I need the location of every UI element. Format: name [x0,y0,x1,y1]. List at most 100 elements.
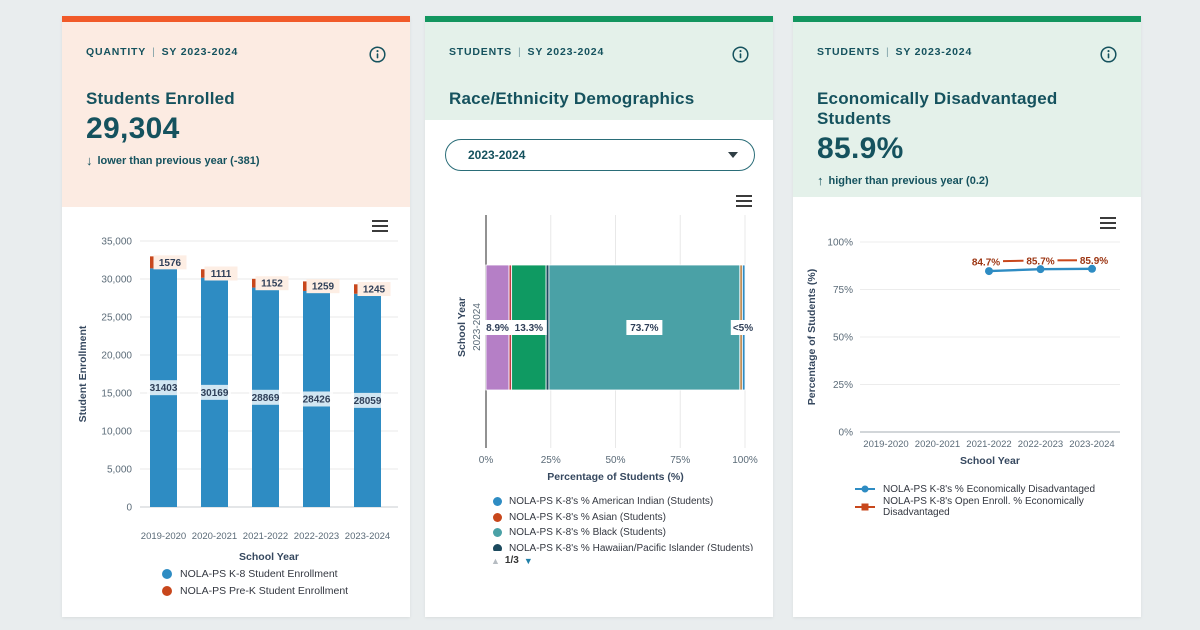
svg-text:30,000: 30,000 [101,275,132,286]
legend-item[interactable]: NOLA-PS K-8's % Economically Disadvantag… [855,480,1141,498]
svg-text:2021-2022: 2021-2022 [243,531,288,542]
svg-text:100%: 100% [732,455,758,466]
legend-label: NOLA-PS K-8's % American Indian (Student… [509,496,714,508]
metric-delta: ↓ lower than previous year (-381) [86,153,260,168]
svg-text:31403: 31403 [150,383,178,394]
legend-pager: ▲ 1/3 ▼ [491,555,533,566]
svg-text:35,000: 35,000 [101,237,132,248]
legend-item[interactable]: NOLA-PS K-8's % American Indian (Student… [493,494,769,510]
metric-value: 85.9% [817,132,904,165]
svg-text:1152: 1152 [261,279,283,290]
enrollment-chart-legend: NOLA-PS K-8 Student Enrollment NOLA-PS Pr… [162,565,348,599]
svg-text:50%: 50% [605,455,625,466]
card-title: Economically Disadvantaged Students [817,89,1058,128]
school-year-dropdown[interactable]: 2023-2024 [445,139,755,171]
info-icon[interactable] [369,46,386,63]
legend-dot [493,497,502,507]
legend-item[interactable]: NOLA-PS K-8 Student Enrollment [162,565,348,582]
legend-item[interactable]: NOLA-PS K-8's Open Enroll. % Economicall… [855,496,1141,518]
svg-text:50%: 50% [833,333,853,344]
svg-text:2019-2020: 2019-2020 [141,531,186,542]
svg-text:28426: 28426 [303,394,331,405]
svg-text:10,000: 10,000 [101,427,132,438]
svg-text:2020-2021: 2020-2021 [915,439,960,450]
svg-text:0%: 0% [479,455,494,466]
svg-text:0: 0 [126,503,132,514]
svg-text:2019-2020: 2019-2020 [863,439,908,450]
svg-text:2023-2024: 2023-2024 [472,303,483,351]
legend-item[interactable]: NOLA-PS Pre-K Student Enrollment [162,582,348,599]
svg-text:2023-2024: 2023-2024 [345,531,390,542]
arrow-up-icon: ↑ [817,173,824,188]
svg-text:2023-2024: 2023-2024 [1069,439,1114,450]
race-chart-legend: NOLA-PS K-8's % American Indian (Student… [493,494,769,551]
legend-label: NOLA-PS K-8's % Economically Disadvantag… [883,483,1096,495]
card-kicker: QUANTITY | SY 2023-2024 [86,46,239,58]
svg-text:25%: 25% [541,455,561,466]
svg-text:School Year: School Year [239,551,299,563]
svg-text:73.7%: 73.7% [630,323,658,334]
svg-text:2022-2023: 2022-2023 [294,531,339,542]
legend-label: NOLA-PS K-8's Open Enroll. % Economicall… [883,496,1084,518]
svg-text:28059: 28059 [354,396,382,407]
circle-marker-icon [855,484,875,494]
card-students-enrolled: QUANTITY | SY 2023-2024 Students Enrolled … [62,16,410,617]
svg-text:30169: 30169 [201,388,229,399]
legend-next-icon[interactable]: ▼ [523,555,533,566]
chart-menu-icon[interactable] [372,220,388,235]
square-marker-icon [855,502,875,512]
metric-value: 29,304 [86,112,180,145]
legend-dot [162,568,172,579]
legend-label: NOLA-PS K-8's % Black (Students) [509,527,666,539]
svg-text:13.3%: 13.3% [515,323,543,334]
svg-text:75%: 75% [670,455,690,466]
svg-text:2021-2022: 2021-2022 [966,439,1011,450]
svg-text:Percentage of Students (%): Percentage of Students (%) [547,471,684,483]
card-title: Race/Ethnicity Demographics [449,89,695,108]
svg-text:2020-2021: 2020-2021 [192,531,237,542]
svg-text:8.9%: 8.9% [486,323,509,334]
svg-text:1245: 1245 [363,285,386,296]
legend-dot [493,528,502,538]
dropdown-value: 2023-2024 [468,148,526,162]
svg-text:25,000: 25,000 [101,313,132,324]
card-accent-bar [425,16,773,22]
card-kicker: STUDENTS | SY 2023-2024 [449,46,605,58]
chart-menu-icon[interactable] [1100,217,1116,232]
svg-text:1576: 1576 [159,258,182,269]
svg-text:5,000: 5,000 [107,465,132,476]
svg-text:84.7%: 84.7% [972,257,1000,268]
card-title: Students Enrolled [86,89,235,108]
legend-dot [162,585,172,596]
legend-prev-icon[interactable]: ▲ [491,555,500,566]
svg-text:75%: 75% [833,285,853,296]
card-kicker: STUDENTS | SY 2023-2024 [817,46,973,58]
info-icon[interactable] [732,46,749,63]
card-race-ethnicity: STUDENTS | SY 2023-2024 Race/Ethnicity Dem… [425,16,773,617]
legend-item[interactable]: NOLA-PS K-8's % Hawaiian/Pacific Islande… [493,541,769,551]
svg-text:0%: 0% [839,428,854,439]
arrow-down-icon: ↓ [86,153,93,168]
info-icon[interactable] [1100,46,1117,63]
card-header: QUANTITY | SY 2023-2024 Students Enrolled … [62,22,410,207]
econ-chart-legend: NOLA-PS K-8's % Economically Disadvantag… [855,480,1141,518]
legend-item[interactable]: NOLA-PS K-8's % Asian (Students) [493,510,769,526]
svg-text:1259: 1259 [312,282,335,293]
svg-text:Student Enrollment: Student Enrollment [77,325,89,422]
svg-text:School Year: School Year [960,455,1020,467]
svg-text:2022-2023: 2022-2023 [1018,439,1063,450]
legend-dot [493,512,502,522]
legend-label: NOLA-PS K-8's % Hawaiian/Pacific Islande… [509,542,754,551]
legend-label: NOLA-PS K-8's % Asian (Students) [509,511,666,523]
legend-page-label: 1/3 [504,555,519,566]
legend-item[interactable]: NOLA-PS K-8's % Black (Students) [493,525,769,541]
legend-label: NOLA-PS K-8 Student Enrollment [180,567,338,580]
svg-text:85.9%: 85.9% [1080,256,1108,267]
card-accent-bar [793,16,1141,22]
chart-menu-icon[interactable] [736,195,752,210]
card-header: STUDENTS | SY 2023-2024 Race/Ethnicity Dem… [425,22,773,120]
svg-text:1111: 1111 [211,269,232,280]
svg-text:100%: 100% [827,238,853,249]
card-accent-bar [62,16,410,22]
